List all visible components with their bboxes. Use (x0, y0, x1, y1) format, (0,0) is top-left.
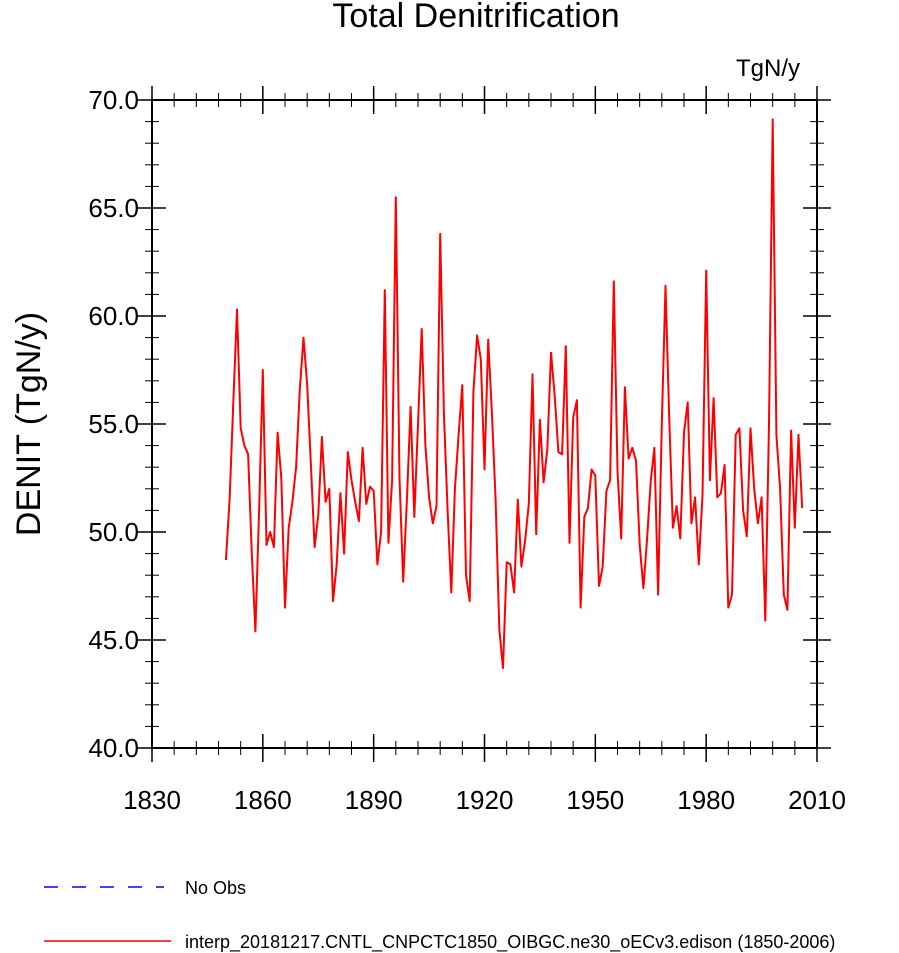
x-tick-label: 1860 (234, 785, 292, 815)
y-axis-label: DENIT (TgN/y) (10, 312, 48, 536)
y-tick-label: 40.0 (88, 733, 139, 763)
series-layer (224, 118, 804, 670)
x-tick-label: 1980 (677, 785, 735, 815)
y-tick-label: 55.0 (88, 409, 139, 439)
y-tick-label: 50.0 (88, 517, 139, 547)
y-tick-label: 45.0 (88, 625, 139, 655)
x-tick-label: 1950 (566, 785, 624, 815)
y-tick-label: 60.0 (88, 301, 139, 331)
chart-title: Total Denitrification (332, 0, 619, 35)
legend: No Obs interp_20181217.CNTL_CNPCTC1850_O… (44, 878, 835, 953)
x-axis-ticks: 1830 1860 1890 1920 1950 1980 2010 (123, 86, 846, 815)
legend-label-no-obs: No Obs (185, 878, 246, 898)
plot-frame (151, 99, 818, 749)
x-tick-label: 1920 (456, 785, 514, 815)
units-label: TgN/y (736, 55, 800, 82)
minor-ticks (145, 93, 824, 755)
y-axis-ticks: 40.0 45.0 50.0 55.0 60.0 65.0 70.0 (88, 85, 831, 763)
legend-label-model: interp_20181217.CNTL_CNPCTC1850_OIBGC.ne… (185, 932, 835, 953)
series-line-model (224, 118, 804, 670)
x-tick-label: 1830 (123, 785, 181, 815)
x-tick-label: 2010 (788, 785, 846, 815)
y-tick-label: 70.0 (88, 85, 139, 115)
y-tick-label: 65.0 (88, 193, 139, 223)
x-tick-label: 1890 (345, 785, 403, 815)
